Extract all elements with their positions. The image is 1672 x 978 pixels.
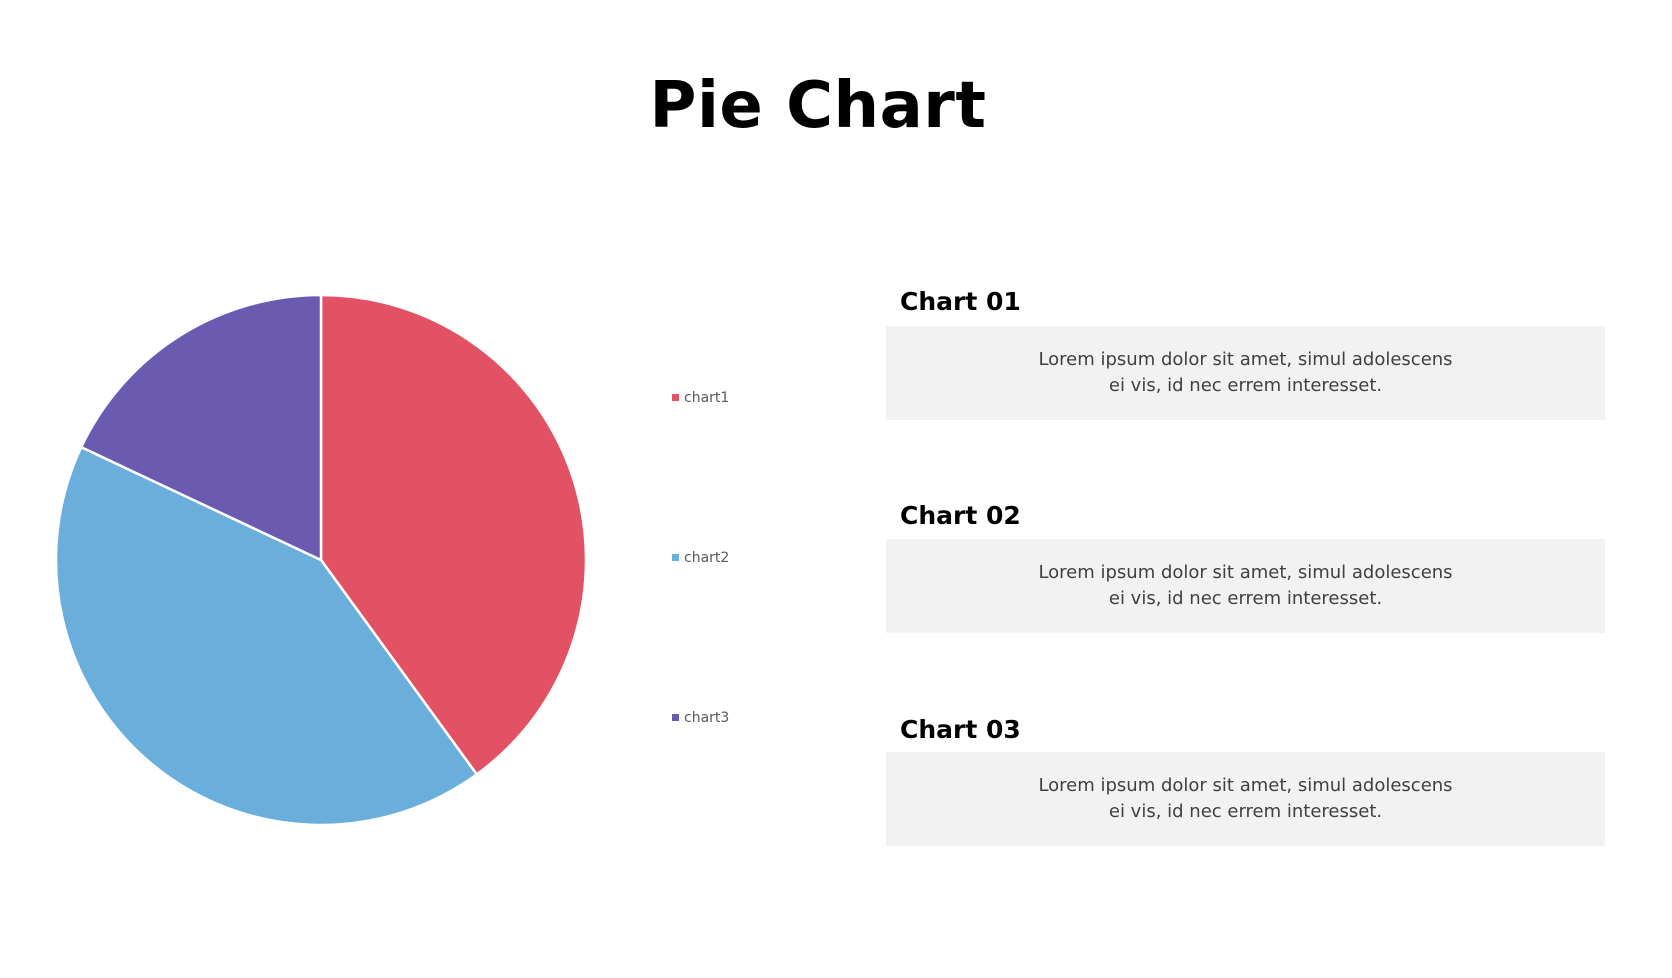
legend-label: chart1 (684, 390, 730, 406)
legend-item: chart1 (672, 390, 729, 406)
card-description: Lorem ipsum dolor sit amet, simul adoles… (1038, 775, 1453, 822)
card-title: Chart 02 (900, 501, 1021, 530)
pie-slice-chart3 (79, 293, 323, 562)
legend-swatch (672, 554, 679, 561)
pie-slice-chart2 (54, 445, 479, 827)
card-description-box: Lorem ipsum dolor sit amet, simul adoles… (886, 326, 1605, 420)
legend-swatch (672, 714, 679, 721)
card-description-box: Lorem ipsum dolor sit amet, simul adoles… (886, 752, 1605, 846)
pie-slice-chart1 (319, 293, 588, 776)
legend-item: chart2 (672, 550, 729, 566)
card-description: Lorem ipsum dolor sit amet, simul adoles… (1038, 562, 1453, 609)
legend-item: chart3 (672, 710, 729, 726)
card-description-box: Lorem ipsum dolor sit amet, simul adoles… (886, 539, 1605, 633)
card-description: Lorem ipsum dolor sit amet, simul adoles… (1038, 349, 1453, 396)
card-title: Chart 01 (900, 287, 1021, 316)
legend-label: chart3 (684, 710, 730, 726)
card-title: Chart 03 (900, 715, 1021, 744)
legend-label: chart2 (684, 550, 730, 566)
page-title: Pie Chart (649, 69, 987, 143)
legend-swatch (672, 394, 679, 401)
